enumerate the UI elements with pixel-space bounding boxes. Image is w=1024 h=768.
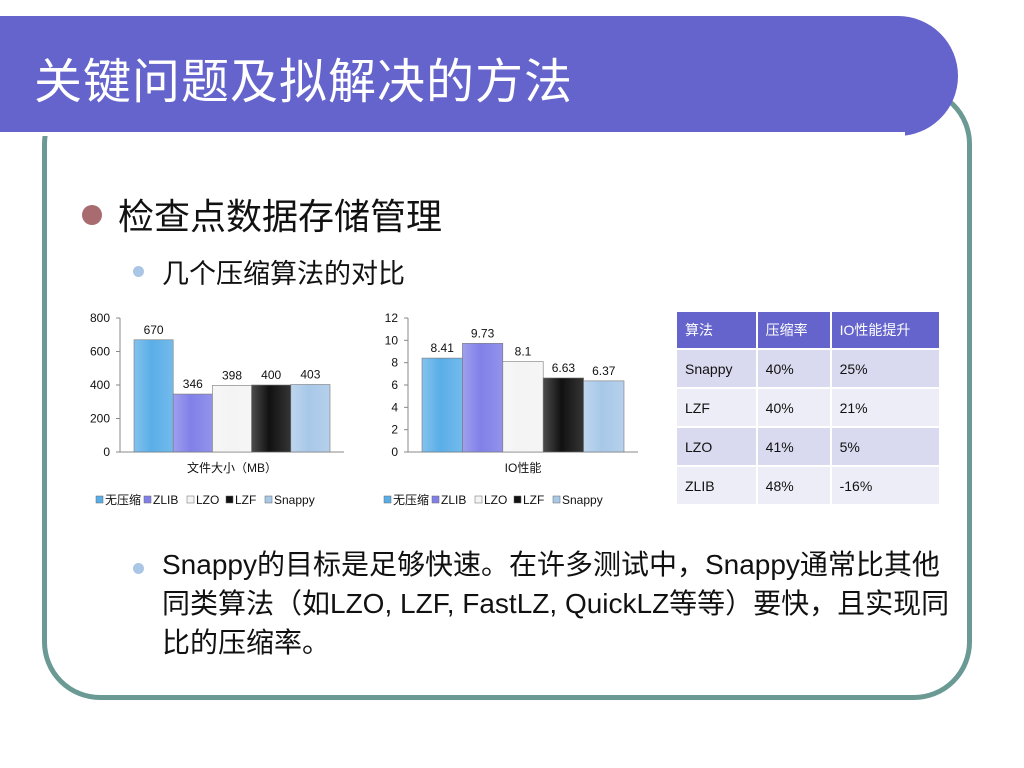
y-tick-label: 10 xyxy=(385,333,399,347)
bar-无压缩 xyxy=(421,357,463,453)
legend-entry: LZF xyxy=(235,493,256,507)
data-label: 6.63 xyxy=(552,361,576,375)
data-label: 400 xyxy=(261,368,281,382)
data-label: 8.41 xyxy=(431,341,455,355)
bar-无压缩 xyxy=(133,339,174,453)
legend-swatch xyxy=(474,495,483,504)
y-tick-label: 800 xyxy=(90,311,110,325)
table-row: LZO 41% 5% xyxy=(675,426,942,467)
bar-Snappy xyxy=(290,384,331,453)
data-label: 398 xyxy=(222,368,242,382)
table-cell: Snappy xyxy=(675,348,758,389)
table-cell: 41% xyxy=(755,426,832,467)
y-tick-label: 600 xyxy=(90,345,110,359)
legend-entry: 无压缩 xyxy=(105,492,141,507)
legend-entry: ZLIB xyxy=(441,493,466,507)
y-tick-label: 0 xyxy=(391,445,398,459)
y-tick-label: 6 xyxy=(391,378,398,392)
sub-bullet-dot xyxy=(133,266,144,277)
table-cell: LZO xyxy=(675,426,758,467)
table-header-row: 算法 压缩率 IO性能提升 xyxy=(675,310,942,350)
bar-LZO xyxy=(212,385,252,453)
page-title: 关键问题及拟解决的方法 xyxy=(34,54,574,110)
legend-swatch xyxy=(552,495,561,504)
bar-LZF xyxy=(542,377,584,453)
table-row: ZLIB 48% -16% xyxy=(675,465,942,506)
legend-swatch xyxy=(383,495,392,504)
bullet-level1: 检查点数据存储管理 xyxy=(118,197,443,238)
bar-LZO xyxy=(502,361,544,453)
table-row: Snappy 40% 25% xyxy=(675,348,942,389)
legend-entry: Snappy xyxy=(562,493,603,507)
sub-bullet-dot xyxy=(133,563,144,574)
snappy-description: Snappy的目标是足够快速。在许多测试中，Snappy通常比其他同类算法（如L… xyxy=(162,549,950,658)
file-size-chart: 0 200 400 600 800 670 346 398 400 403 文件大小（MB） 无压缩 Z… xyxy=(90,311,344,507)
table-cell: 25% xyxy=(829,348,942,389)
legend-entry: LZO xyxy=(196,493,219,507)
y-tick-label: 2 xyxy=(391,423,398,437)
x-axis-label: 文件大小（MB） xyxy=(187,460,277,475)
legend-swatch xyxy=(431,495,440,504)
legend-swatch xyxy=(225,495,234,504)
data-label: 403 xyxy=(300,367,320,381)
table-cell: 5% xyxy=(829,426,942,467)
algorithm-comparison-table: 算法 压缩率 IO性能提升 Snappy 40% 25% LZF 40% 21%… xyxy=(675,310,942,506)
legend-entry: LZF xyxy=(523,493,544,507)
bar-ZLIB xyxy=(462,343,504,453)
data-label: 8.1 xyxy=(515,345,532,359)
table-header-cell: 算法 xyxy=(675,310,758,350)
table-row: LZF 40% 21% xyxy=(675,387,942,428)
legend-swatch xyxy=(264,495,273,504)
table-header-cell: IO性能提升 xyxy=(829,310,942,350)
legend-swatch xyxy=(513,495,522,504)
y-tick-label: 0 xyxy=(103,445,110,459)
y-tick-label: 8 xyxy=(391,356,398,370)
legend-entry: Snappy xyxy=(274,493,315,507)
data-label: 670 xyxy=(144,323,164,337)
y-tick-label: 200 xyxy=(90,412,110,426)
table-cell: LZF xyxy=(675,387,758,428)
table-cell: 48% xyxy=(755,465,832,506)
legend-entry: 无压缩 xyxy=(393,492,429,507)
bullet-dot xyxy=(82,205,102,225)
title-underline xyxy=(0,132,905,136)
bar-Snappy xyxy=(583,380,625,453)
bar-ZLIB xyxy=(172,393,213,453)
legend-swatch xyxy=(143,495,152,504)
y-tick-label: 4 xyxy=(391,400,398,414)
legend-swatch xyxy=(186,495,195,504)
x-axis-label: IO性能 xyxy=(505,461,542,475)
legend-entry: LZO xyxy=(484,493,507,507)
bar-LZF xyxy=(251,384,292,453)
bullet-level2: 几个压缩算法的对比 xyxy=(162,259,405,290)
data-label: 9.73 xyxy=(471,326,495,340)
legend-swatch xyxy=(95,495,104,504)
title-bar xyxy=(0,16,958,136)
y-tick-label: 12 xyxy=(385,311,399,325)
table-cell: ZLIB xyxy=(675,465,758,506)
data-label: 346 xyxy=(183,377,203,391)
table-cell: 40% xyxy=(755,348,832,389)
table-cell: 21% xyxy=(829,387,942,428)
y-tick-label: 400 xyxy=(90,378,110,392)
table-cell: -16% xyxy=(829,465,942,506)
legend-entry: ZLIB xyxy=(153,493,178,507)
table-header-cell: 压缩率 xyxy=(755,310,832,350)
table-cell: 40% xyxy=(755,387,832,428)
data-label: 6.37 xyxy=(592,364,616,378)
